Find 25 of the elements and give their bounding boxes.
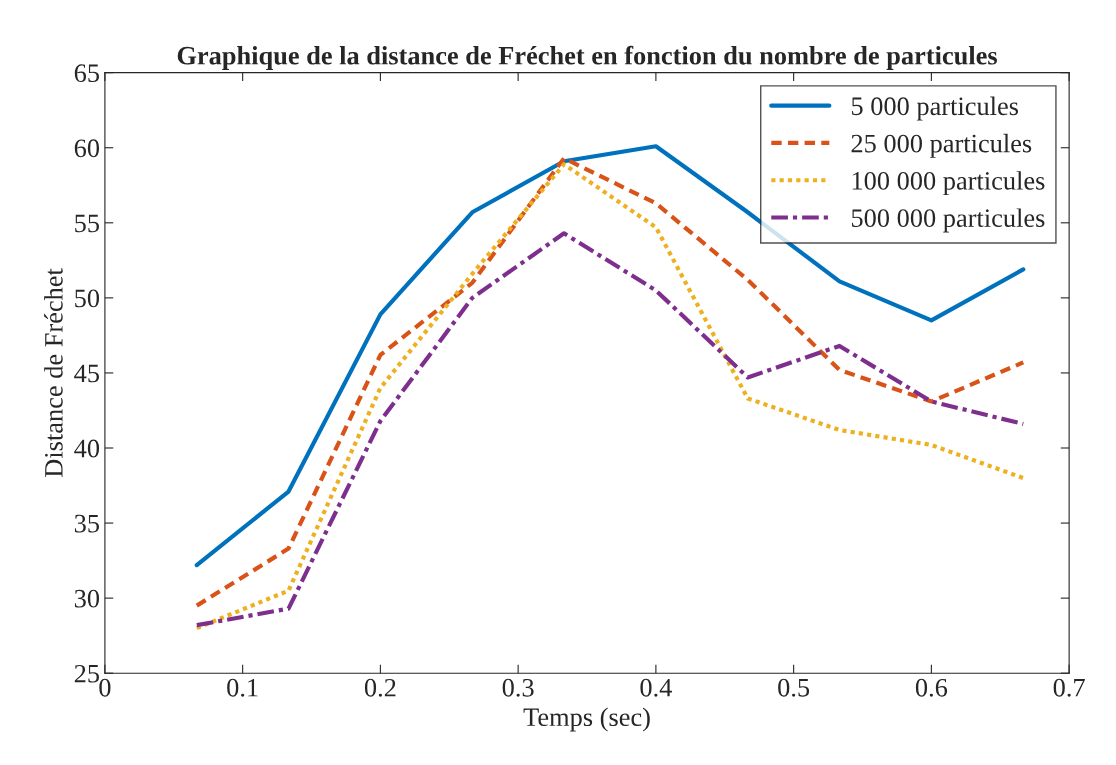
x-tick-label: 0.6 [915,678,948,697]
x-tick-label: 0 [99,678,111,697]
y-tick-label: 45 [74,364,100,383]
x-tick-label: 0.3 [502,678,534,697]
legend-label: 25 000 particules [851,133,1032,158]
y-axis-title: Distance de Fréchet [44,268,63,477]
y-tick-label: 55 [75,214,100,233]
y-tick-label: 65 [74,64,100,83]
legend-label: 500 000 particules [851,208,1045,233]
x-axis-title: Temps (sec) [523,707,650,732]
y-tick-label: 50 [75,289,100,308]
x-tick-label: 0.7 [1053,678,1085,697]
x-tick-label: 0.1 [227,678,258,697]
y-tick-label: 40 [74,439,100,458]
x-tick-label: 0.5 [778,678,810,697]
y-tick-label: 60 [74,139,100,158]
y-tick-label: 30 [74,589,100,608]
y-tick-label: 25 [74,664,100,683]
legend-label: 100 000 particules [852,171,1045,196]
x-tick-label: 0.4 [640,678,672,697]
y-tick-label: 35 [74,514,100,533]
chart-title: Graphique de la distance de Fréchet en fonction du nombre de particules [177,45,997,70]
legend-label: 5 000 particules [851,96,1019,121]
x-tick-label: 0.2 [364,678,396,697]
line-series [194,231,1026,628]
